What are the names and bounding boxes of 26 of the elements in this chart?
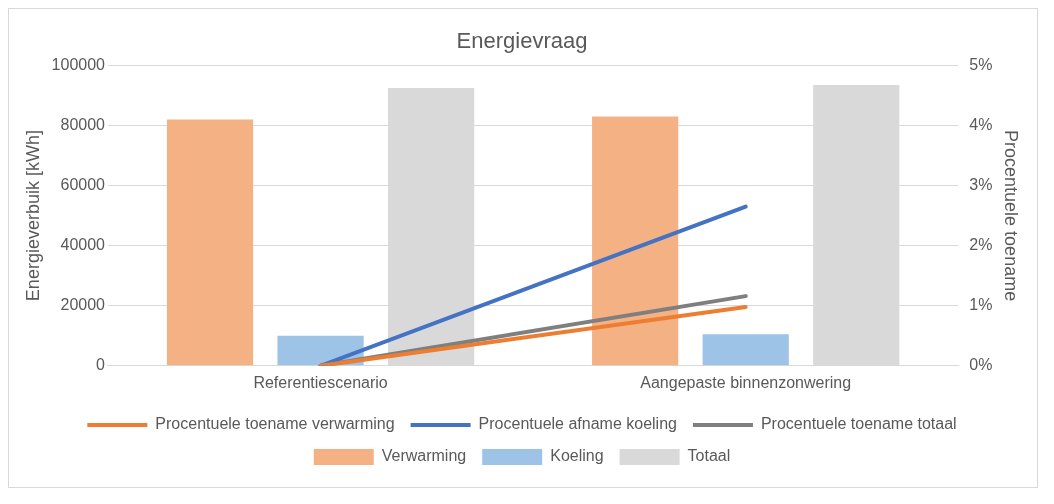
legend-label: Procentuele toename totaal bbox=[760, 415, 957, 433]
y-tick-label: 100000 bbox=[51, 55, 106, 73]
y-tick-label: 0 bbox=[96, 356, 106, 374]
bar bbox=[592, 116, 679, 366]
y-axis-title: Energieverbuik [kWh] bbox=[22, 130, 43, 302]
legend-label: Procentuele afname koeling bbox=[478, 415, 677, 433]
chart-title: Energievraag bbox=[456, 28, 588, 54]
legend-label: Verwarming bbox=[381, 447, 467, 465]
y2-tick-label: 0% bbox=[969, 356, 993, 374]
legend-label: Totaal bbox=[687, 447, 731, 465]
y-tick-label: 80000 bbox=[60, 115, 106, 133]
legend-label: Procentuele toename verwarming bbox=[155, 415, 395, 433]
x-tick-label: Referentiescenario bbox=[253, 373, 388, 391]
y2-tick-label: 4% bbox=[969, 115, 993, 133]
y-tick-label: 20000 bbox=[60, 296, 106, 314]
y2-axis-title: Procentuele toename bbox=[1001, 130, 1022, 302]
bar bbox=[702, 334, 789, 366]
x-tick-label: Aangepaste binnenzonwering bbox=[640, 373, 852, 391]
y2-tick-label: 2% bbox=[969, 236, 993, 254]
bar bbox=[166, 119, 254, 366]
y2-tick-label: 1% bbox=[969, 296, 993, 314]
y2-tick-label: 3% bbox=[969, 175, 993, 193]
y-tick-label: 40000 bbox=[60, 236, 106, 254]
legend-label: Koeling bbox=[550, 447, 604, 465]
y2-tick-label: 5% bbox=[969, 55, 993, 73]
y-tick-label: 60000 bbox=[60, 175, 106, 193]
